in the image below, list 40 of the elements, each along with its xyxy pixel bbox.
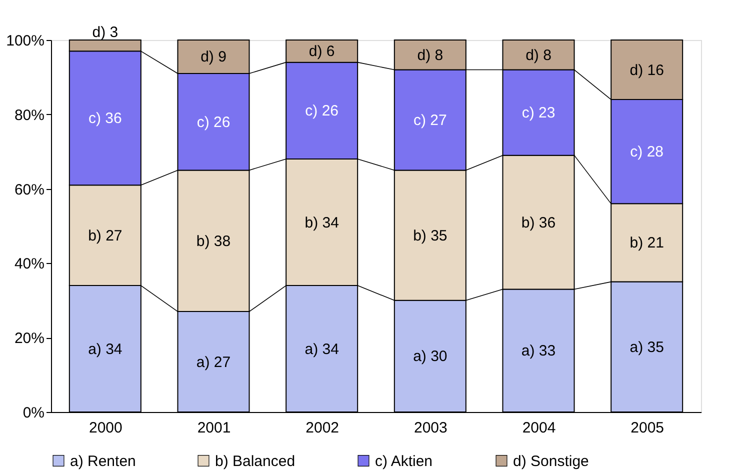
data-label: c) 23	[522, 104, 556, 122]
data-label: d) 16	[630, 62, 664, 79]
legend-label: a) Renten	[70, 452, 136, 470]
y-tick-label: 0%	[22, 404, 44, 422]
data-label: c) 26	[305, 102, 339, 120]
data-label: d) 8	[526, 46, 552, 64]
data-label: c) 27	[413, 112, 447, 129]
legend-label: b) Balanced	[215, 452, 296, 470]
y-tick-label: 60%	[14, 181, 44, 198]
data-label: a) 30	[413, 348, 448, 366]
data-label: b) 35	[413, 227, 448, 244]
x-tick-label: 2001	[197, 420, 231, 436]
y-tick-label: 100%	[6, 32, 44, 50]
x-tick-label: 2000	[88, 420, 122, 436]
y-tick-label: 20%	[14, 330, 44, 348]
data-label: c) 36	[88, 110, 122, 128]
data-label: a) 34	[304, 340, 339, 358]
data-label: b) 34	[304, 214, 339, 232]
x-tick-label: 2003	[414, 420, 448, 436]
data-label: b) 36	[521, 214, 556, 232]
legend-label: c) Aktien	[375, 452, 433, 470]
x-tick-label: 2004	[522, 420, 556, 436]
data-label: a) 33	[521, 342, 556, 360]
data-label: a) 27	[196, 354, 231, 371]
legend-label: d) Sonstige	[513, 452, 589, 470]
x-tick-label: 2002	[306, 420, 340, 436]
data-label: b) 38	[196, 232, 231, 250]
data-label: b) 21	[630, 234, 664, 252]
data-label: d) 6	[308, 43, 335, 60]
data-label: a) 34	[88, 340, 122, 358]
y-tick-label: 80%	[14, 106, 44, 124]
y-tick-label: 40%	[14, 256, 44, 273]
data-label: c) 26	[196, 114, 230, 131]
data-label: d) 3	[92, 24, 118, 41]
data-label: c) 28	[630, 144, 664, 161]
x-tick-label: 2005	[630, 420, 664, 436]
data-label: b) 27	[88, 227, 122, 244]
data-label: a) 35	[630, 338, 664, 356]
data-label: d) 8	[417, 46, 444, 64]
data-label: d) 9	[200, 48, 226, 66]
